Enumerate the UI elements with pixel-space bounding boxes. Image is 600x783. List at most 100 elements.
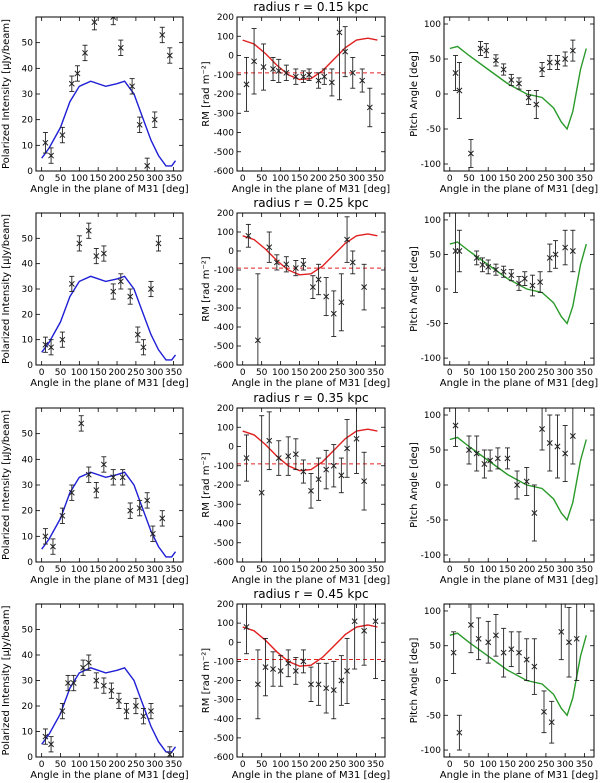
data-point xyxy=(315,457,322,501)
data-point xyxy=(546,55,553,70)
data-point xyxy=(504,447,511,470)
x-tick-label: 200 xyxy=(108,760,125,770)
data-marker xyxy=(492,266,499,273)
x-tick-label: 50 xyxy=(463,368,475,378)
data-marker xyxy=(508,646,515,653)
data-marker xyxy=(283,69,290,76)
data-marker xyxy=(260,64,267,71)
data-marker xyxy=(74,70,81,77)
data-point xyxy=(285,436,292,476)
data-marker xyxy=(50,543,56,550)
x-axis-label: Angle in the plane of M31 [deg] xyxy=(30,575,189,586)
x-tick-label: 200 xyxy=(518,565,535,575)
x-tick-label: 350 xyxy=(165,368,182,378)
data-point xyxy=(136,116,143,133)
x-tick-label: 250 xyxy=(329,368,346,378)
data-marker xyxy=(554,59,561,66)
data-marker xyxy=(330,687,337,694)
data-point xyxy=(541,690,547,734)
data-point xyxy=(100,245,107,262)
data-marker xyxy=(85,659,92,666)
data-point xyxy=(521,271,528,286)
data-point xyxy=(569,408,576,465)
data-marker xyxy=(475,635,482,642)
data-point xyxy=(566,607,572,678)
data-marker xyxy=(562,450,569,457)
data-marker xyxy=(42,733,49,740)
y-tick-label: 10 xyxy=(22,336,34,346)
x-tick-label: 300 xyxy=(557,174,574,184)
y-axis-label: Pitch Angle [deg] xyxy=(409,246,420,332)
data-point xyxy=(166,746,173,757)
x-tick-label: 350 xyxy=(165,174,182,184)
data-marker xyxy=(123,708,130,715)
x-tick-label: 50 xyxy=(55,368,67,378)
x-tick-label: 50 xyxy=(463,565,475,575)
x-tick-label: 300 xyxy=(146,760,163,770)
data-point xyxy=(243,434,250,482)
data-marker xyxy=(452,70,459,76)
data-point xyxy=(245,223,252,248)
data-marker xyxy=(338,677,345,684)
y-tick-label: 0 xyxy=(435,285,441,295)
data-point xyxy=(450,631,457,674)
data-point xyxy=(300,459,307,484)
data-marker xyxy=(466,447,472,453)
data-marker xyxy=(308,487,314,494)
data-point xyxy=(351,604,358,670)
x-tick-label: 100 xyxy=(480,565,497,575)
data-point xyxy=(266,411,273,471)
y-tick-label: -600 xyxy=(214,361,235,371)
model-curve xyxy=(449,436,587,522)
data-point xyxy=(338,457,345,494)
data-marker xyxy=(546,440,553,446)
y-tick-label: -400 xyxy=(214,715,235,725)
data-marker xyxy=(338,299,345,306)
data-point xyxy=(573,604,580,681)
data-point xyxy=(68,75,75,92)
data-marker xyxy=(323,293,330,300)
data-marker xyxy=(134,331,141,338)
data-point xyxy=(466,435,472,465)
data-point xyxy=(558,604,565,661)
x-tick-label: 0 xyxy=(39,174,45,184)
data-point xyxy=(516,631,522,674)
y-tick-label: 10 xyxy=(22,532,34,542)
data-marker xyxy=(554,443,561,450)
data-marker xyxy=(533,101,540,108)
y-tick-label: -200 xyxy=(214,481,235,491)
model-curve xyxy=(242,37,378,81)
data-point xyxy=(48,339,55,356)
data-point xyxy=(548,700,555,744)
y-axis-label: Pitch Angle [deg] xyxy=(409,51,420,137)
data-point xyxy=(275,58,282,83)
data-marker xyxy=(93,487,100,494)
y-tick-label: 20 xyxy=(22,310,34,320)
y-tick-label: -600 xyxy=(214,558,235,568)
data-point xyxy=(270,56,277,81)
data-marker xyxy=(309,284,316,291)
data-marker xyxy=(562,244,569,251)
data-point xyxy=(562,229,569,266)
y-tick-label: 30 xyxy=(22,481,34,491)
x-tick-label: 100 xyxy=(272,368,289,378)
y-tick-label: -300 xyxy=(214,304,235,314)
data-marker xyxy=(315,77,322,84)
x-tick-label: 150 xyxy=(90,760,107,770)
data-marker xyxy=(531,663,538,670)
y-tick-label: -100 xyxy=(421,354,442,364)
data-point xyxy=(85,222,92,239)
data-point xyxy=(243,604,250,655)
data-marker xyxy=(473,450,480,457)
data-marker xyxy=(477,45,484,52)
data-point xyxy=(59,703,66,720)
x-tick-label: 250 xyxy=(127,565,144,575)
x-tick-label: 50 xyxy=(256,760,268,770)
data-marker xyxy=(516,280,522,287)
data-marker xyxy=(48,344,55,351)
data-point xyxy=(166,47,173,64)
data-point xyxy=(292,260,299,277)
